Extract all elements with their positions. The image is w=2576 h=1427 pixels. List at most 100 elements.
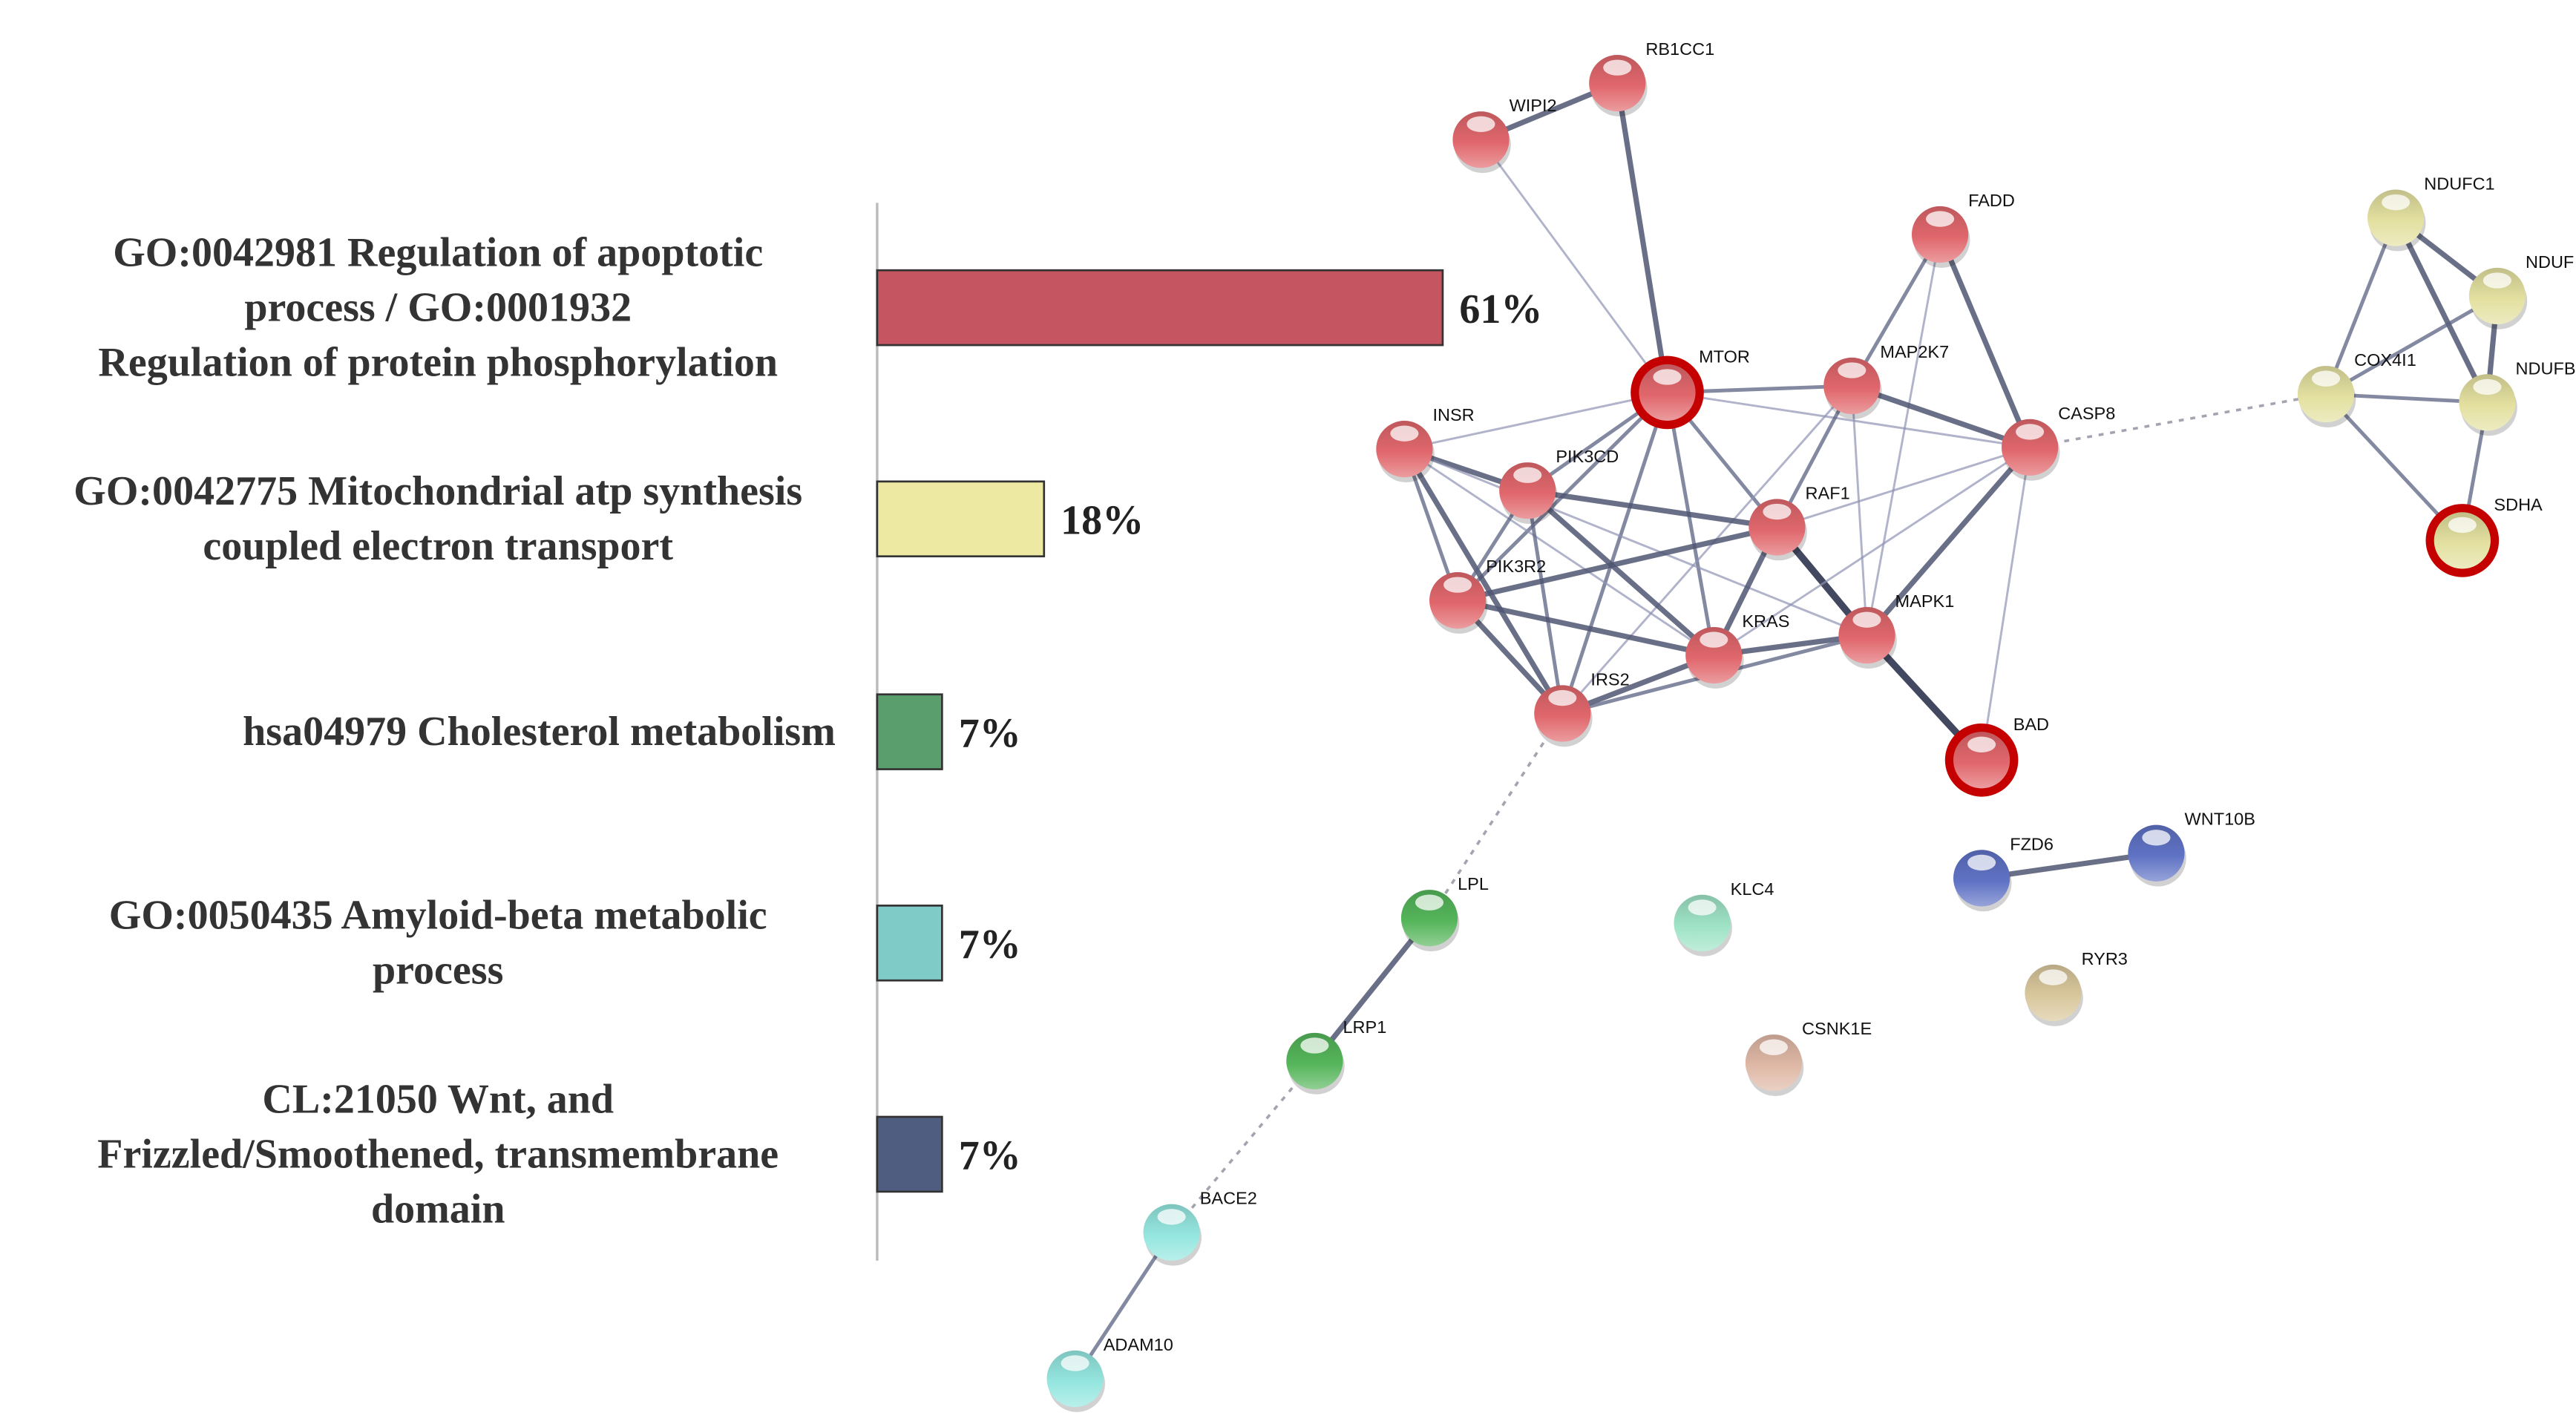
- edge-bace2-adam10: [1073, 1231, 1173, 1380]
- node-highlight: [1300, 1037, 1329, 1054]
- node-pik3r2[interactable]: PIK3R2: [1429, 557, 1546, 634]
- node-highlight: [2482, 272, 2511, 289]
- node-highlight: [2311, 370, 2341, 387]
- node-bad[interactable]: BAD: [1944, 715, 2049, 797]
- node-sphere: [2128, 824, 2185, 882]
- node-label: MTOR: [1699, 347, 1750, 367]
- node-sphere: [1534, 685, 1591, 742]
- node-highlight: [2382, 194, 2411, 211]
- node-highlight: [1759, 1039, 1788, 1055]
- edge-fzd6-wnt10b: [1981, 850, 2157, 881]
- node-raf1[interactable]: RAF1: [1749, 483, 1850, 561]
- node-label: NDUFC1: [2424, 174, 2494, 194]
- node-label: PIK3CD: [1556, 447, 1619, 466]
- node-highlight: [1061, 1355, 1089, 1371]
- node-irs2[interactable]: IRS2: [1534, 669, 1630, 747]
- edge-raf1-casp8: [1776, 446, 2031, 528]
- node-insr[interactable]: INSR: [1376, 405, 1475, 482]
- node-label: NDUFB: [2516, 358, 2576, 378]
- node-lpl[interactable]: LPL: [1400, 874, 1489, 951]
- edge-mtor-casp8: [1667, 391, 2031, 449]
- edge-ndufc1-cox4i1: [2324, 217, 2398, 396]
- node-csnk1e[interactable]: CSNK1E: [1745, 1019, 1872, 1096]
- bar-value-label: 7%: [959, 710, 1021, 756]
- node-highlight: [1926, 211, 1955, 227]
- node-adam10[interactable]: ADAM10: [1046, 1335, 1173, 1412]
- edge-ndufc1-ndufb: [2393, 217, 2490, 404]
- node-label: INSR: [1432, 405, 1474, 424]
- node-label: IRS2: [1590, 669, 1629, 689]
- node-fadd[interactable]: FADD: [1911, 191, 2015, 268]
- node-wipi2[interactable]: WIPI2: [1452, 96, 1557, 174]
- node-lrp1[interactable]: LRP1: [1286, 1017, 1386, 1095]
- node-label: BAD: [2013, 715, 2049, 734]
- node-highlight: [1967, 854, 1996, 871]
- edge-casp8-mapk1: [1864, 445, 2032, 637]
- node-bace2[interactable]: BACE2: [1143, 1189, 1257, 1266]
- node-wnt10b[interactable]: WNT10B: [2128, 810, 2255, 887]
- node-sdha[interactable]: SDHA: [2425, 495, 2543, 577]
- node-mtor[interactable]: MTOR: [1631, 347, 1750, 430]
- edge-irs2-lpl: [1428, 712, 1564, 919]
- node-mapk1[interactable]: MAPK1: [1838, 591, 1954, 669]
- node-sphere: [1953, 850, 2010, 907]
- node-nduf[interactable]: NDUF: [2468, 252, 2575, 329]
- node-highlight: [1466, 116, 1495, 132]
- node-kras[interactable]: KRAS: [1685, 611, 1789, 689]
- node-map2k7[interactable]: MAP2K7: [1823, 342, 1949, 419]
- edge-wipi2-mtor: [1480, 139, 1668, 393]
- bar: [876, 905, 943, 982]
- node-label: ADAM10: [1104, 1335, 1173, 1354]
- edge-mtor-insr: [1404, 391, 1668, 450]
- bar-value-label: 18%: [1061, 497, 1144, 543]
- node-ndufc1[interactable]: NDUFC1: [2367, 174, 2495, 252]
- node-highlight: [1688, 899, 1717, 916]
- edge-pik3r2-kras: [1457, 597, 1715, 658]
- node-sphere: [2025, 964, 2082, 1022]
- edge-nduf-cox4i1: [2324, 294, 2499, 396]
- node-ndufb[interactable]: NDUFB: [2459, 358, 2576, 436]
- node-highlight: [2473, 378, 2502, 396]
- node-sphere: [1823, 357, 1881, 415]
- edge-lpl-lrp1: [1312, 916, 1432, 1063]
- node-highlight: [1513, 467, 1542, 483]
- node-sphere: [2434, 512, 2491, 569]
- node-label: CASP8: [2058, 404, 2115, 423]
- node-highlight: [1653, 369, 1682, 385]
- category-label: GO:0042775 Mitochondrial atp synthesis: [73, 468, 802, 514]
- node-sphere: [1639, 364, 1696, 421]
- node-sphere: [1143, 1204, 1200, 1261]
- node-highlight: [1852, 611, 1881, 628]
- edge-pik3cd-kras: [1525, 488, 1716, 657]
- node-klc4[interactable]: KLC4: [1674, 879, 1774, 957]
- node-label: FADD: [1968, 191, 2015, 210]
- edge-mtor-irs2: [1560, 392, 1669, 715]
- node-sphere: [1286, 1032, 1343, 1090]
- node-highlight: [1415, 894, 1444, 911]
- edge-rb1cc1-mtor: [1614, 82, 1671, 393]
- node-highlight: [2142, 830, 2171, 846]
- node-sphere: [2367, 189, 2425, 246]
- node-fzd6[interactable]: FZD6: [1953, 834, 2054, 912]
- node-cox4i1[interactable]: COX4I1: [2297, 350, 2416, 428]
- protein-interaction-network: RB1CC1 WIPI2 FADD MTOR MAP2K7 INSR PIK3CD CASP8…: [1046, 39, 2576, 1412]
- node-sphere: [1745, 1034, 1803, 1092]
- node-label: BACE2: [1200, 1189, 1257, 1208]
- node-highlight: [1603, 59, 1632, 76]
- node-label: LRP1: [1343, 1017, 1386, 1037]
- node-rb1cc1[interactable]: RB1CC1: [1589, 39, 1714, 117]
- node-label: WIPI2: [1510, 96, 1557, 115]
- node-highlight: [1443, 577, 1472, 593]
- node-label: KRAS: [1742, 611, 1789, 631]
- node-sphere: [2297, 366, 2355, 423]
- node-casp8[interactable]: CASP8: [2002, 404, 2115, 481]
- bar: [876, 1115, 943, 1193]
- node-ryr3[interactable]: RYR3: [2025, 949, 2128, 1026]
- node-sphere: [1685, 626, 1743, 684]
- node-sphere: [1499, 462, 1556, 519]
- node-label: RB1CC1: [1645, 39, 1714, 59]
- category-label: hsa04979 Cholesterol metabolism: [243, 709, 836, 755]
- node-sphere: [1749, 499, 1806, 556]
- node-pik3cd[interactable]: PIK3CD: [1499, 447, 1619, 524]
